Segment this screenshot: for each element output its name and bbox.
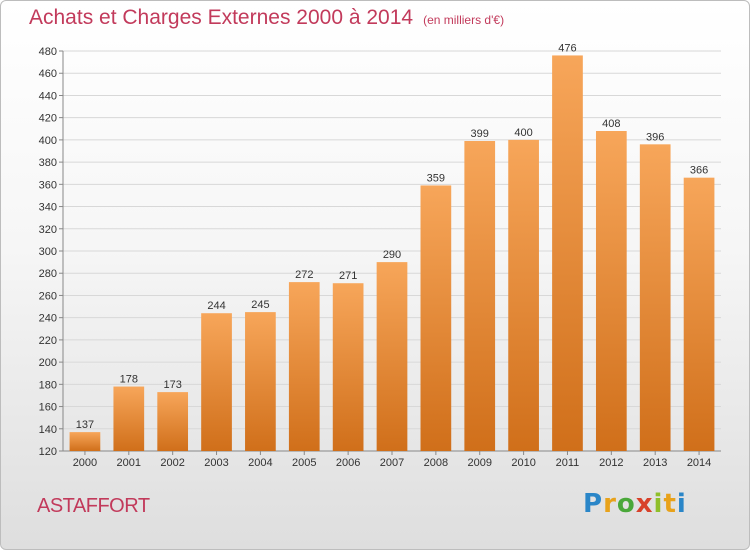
- value-label-2001: 178: [120, 374, 138, 386]
- bar-2009: [464, 141, 496, 451]
- y-tick-label: 380: [39, 157, 57, 169]
- bar-2001: [113, 386, 145, 451]
- x-tick-label-2012: 2012: [599, 457, 623, 469]
- y-tick-label: 120: [39, 446, 57, 458]
- value-label-2013: 396: [646, 131, 664, 143]
- chart-title: Achats et Charges Externes 2000 à 2014: [29, 6, 414, 29]
- proxiti-logo[interactable]: Proxiti: [583, 489, 687, 519]
- value-label-2005: 272: [295, 269, 313, 281]
- y-tick-label: 240: [39, 313, 57, 325]
- y-tick-label: 400: [39, 135, 57, 147]
- value-label-2010: 400: [514, 127, 532, 139]
- bar-2003: [201, 313, 232, 451]
- bars: [69, 55, 715, 452]
- bar-2005: [288, 282, 320, 451]
- value-label-2002: 173: [163, 379, 181, 391]
- y-tick-label: 160: [39, 402, 57, 414]
- bar-2013: [639, 144, 671, 452]
- y-tick-label: 180: [39, 379, 57, 391]
- x-tick-label-2008: 2008: [424, 457, 448, 469]
- value-label-2004: 245: [251, 299, 269, 311]
- x-tick-label-2013: 2013: [643, 457, 667, 469]
- x-tick-label-2007: 2007: [380, 457, 404, 469]
- y-tick-label: 200: [39, 357, 57, 369]
- bar-2002: [157, 392, 189, 451]
- x-tick-label-2005: 2005: [292, 457, 316, 469]
- bar-2008: [420, 185, 452, 451]
- value-label-2011: 476: [558, 42, 576, 54]
- y-tick-label: 340: [39, 202, 57, 214]
- value-label-2003: 244: [207, 300, 225, 312]
- bar-2012: [595, 131, 627, 451]
- value-label-2008: 359: [427, 172, 445, 184]
- y-tick-label: 220: [39, 335, 57, 347]
- bar-2010: [508, 139, 539, 451]
- y-tick-label: 300: [39, 246, 57, 258]
- y-tick-label: 480: [39, 46, 57, 58]
- bar-2000: [69, 432, 101, 451]
- bar-2007: [376, 262, 408, 451]
- title-row: Achats et Charges Externes 2000 à 2014 (e…: [29, 6, 504, 30]
- value-label-2009: 399: [471, 128, 489, 140]
- bar-2011: [552, 55, 583, 451]
- town-name: ASTAFFORT: [37, 495, 150, 517]
- value-label-2007: 290: [383, 249, 401, 261]
- x-tick-label-2014: 2014: [687, 457, 711, 469]
- x-tick-label-2004: 2004: [248, 457, 272, 469]
- y-tick-label: 420: [39, 113, 57, 125]
- x-tick-label-2010: 2010: [511, 457, 535, 469]
- y-tick-label: 140: [39, 424, 57, 436]
- x-tick-label-2000: 2000: [73, 457, 97, 469]
- x-tick-label-2006: 2006: [336, 457, 360, 469]
- value-label-2014: 366: [690, 165, 708, 177]
- y-tick-label: 360: [39, 179, 57, 191]
- chart-subtitle: (en milliers d'€): [423, 13, 505, 27]
- x-tick-label-2009: 2009: [467, 457, 491, 469]
- x-tick-label-2011: 2011: [556, 457, 580, 469]
- x-tick-label-2001: 2001: [117, 457, 141, 469]
- bar-2006: [332, 283, 364, 451]
- y-tick-label: 260: [39, 290, 57, 302]
- value-label-2006: 271: [339, 270, 357, 282]
- x-tick-label-2003: 2003: [204, 457, 228, 469]
- y-tick-label: 320: [39, 224, 57, 236]
- value-label-2000: 137: [76, 419, 94, 431]
- y-tick-label: 440: [39, 90, 57, 102]
- value-label-2012: 408: [602, 118, 620, 130]
- bar-2014: [683, 177, 715, 451]
- x-tick-label-2002: 2002: [160, 457, 184, 469]
- bar-2004: [245, 312, 276, 451]
- labels: 120 140 160 180 200 220 240 260 280 300 320 340 360 3…: [39, 42, 712, 469]
- y-tick-label: 460: [39, 68, 57, 80]
- y-tick-label: 280: [39, 268, 57, 280]
